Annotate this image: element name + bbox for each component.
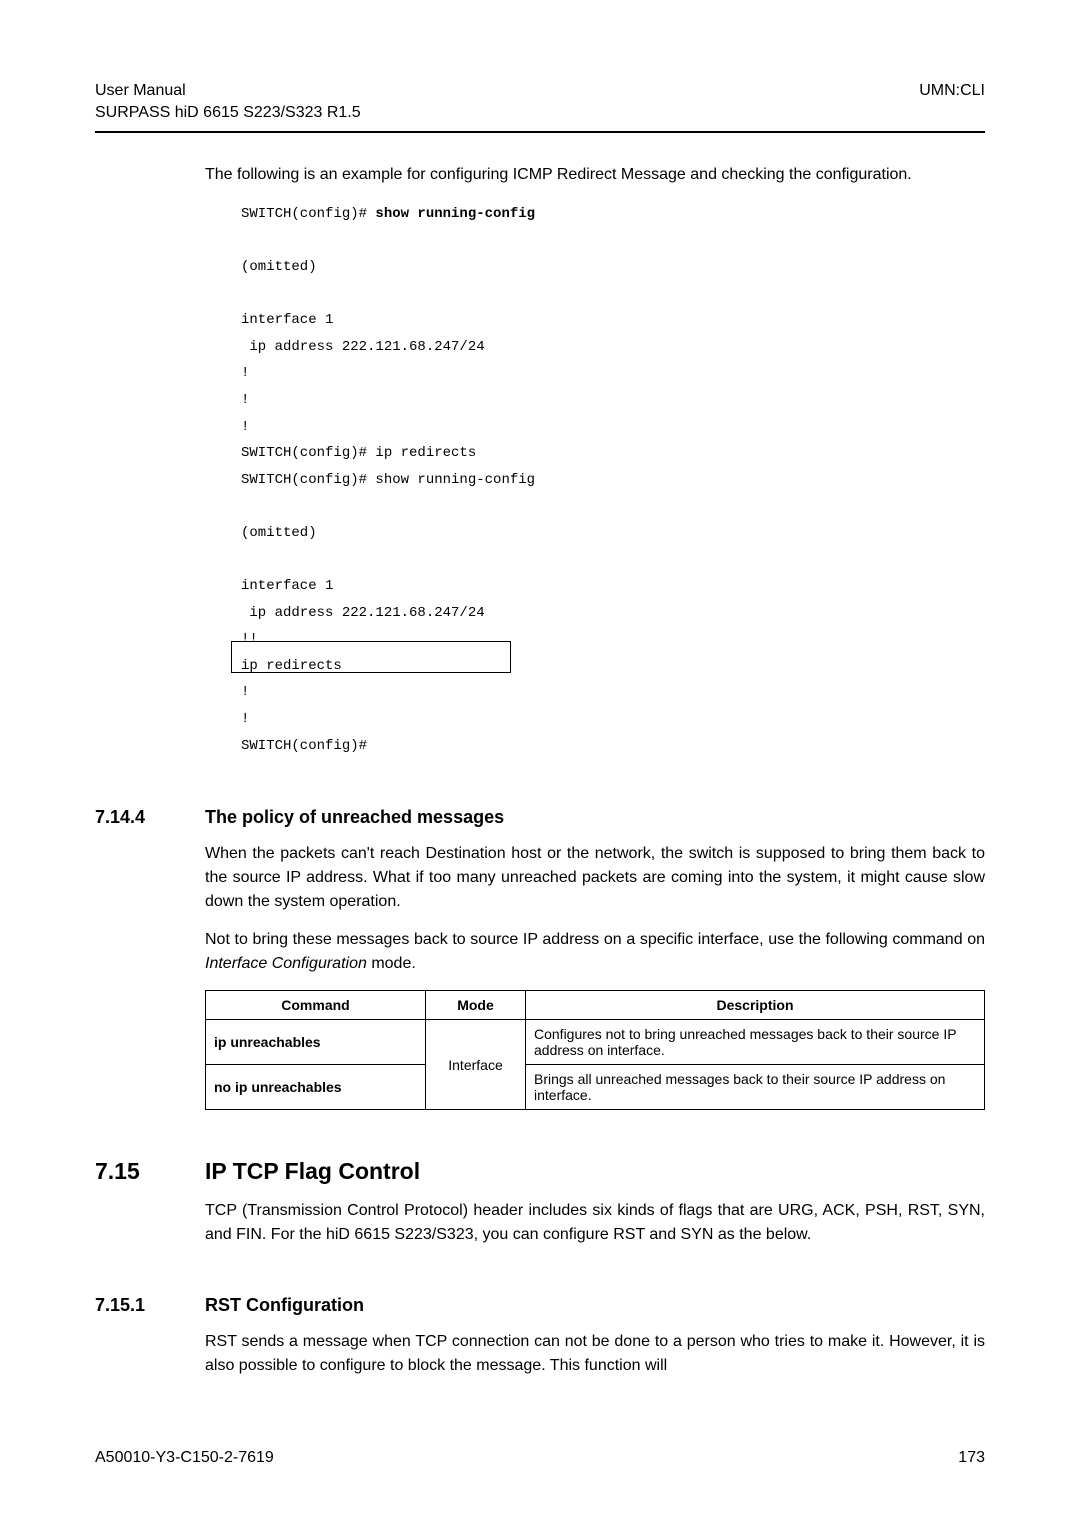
header-title-line1: User Manual xyxy=(95,80,361,102)
page-container: User Manual SURPASS hiD 6615 S223/S323 R… xyxy=(0,0,1080,1452)
td-mode: Interface xyxy=(426,1020,526,1110)
header-title-line2: SURPASS hiD 6615 S223/S323 R1.5 xyxy=(95,102,361,124)
code-line-10: SWITCH(config)# ip redirects xyxy=(241,445,476,461)
footer-left: A50010-Y3-C150-2-7619 xyxy=(95,1449,274,1467)
code-line-9: ! xyxy=(241,419,249,435)
footer-right: 173 xyxy=(958,1449,985,1467)
code-line-6: ip address 222.121.68.247/24 xyxy=(241,339,485,355)
section-7-15-body: TCP (Transmission Control Protocol) head… xyxy=(205,1199,985,1247)
code-line-18: ip redirects xyxy=(241,658,342,674)
code-line-13: (omitted) xyxy=(241,525,317,541)
section-title: RST Configuration xyxy=(205,1295,364,1316)
p2-part-a: Not to bring these messages back to sour… xyxy=(205,931,985,948)
cmd-bold-1: no ip unreachables xyxy=(214,1079,342,1095)
code-line-8: ! xyxy=(241,392,249,408)
code-line-15: interface 1 xyxy=(241,578,333,594)
code-line-11: SWITCH(config)# show running-config xyxy=(241,472,535,488)
section-number: 7.15 xyxy=(95,1158,205,1185)
th-command: Command xyxy=(206,991,426,1020)
td-command-0: ip unreachables xyxy=(206,1020,426,1065)
command-table: Command Mode Description ip unreachables… xyxy=(205,990,985,1110)
section-7-14-4-p1: When the packets can't reach Destination… xyxy=(205,842,985,914)
section-7-14-4-body: When the packets can't reach Destination… xyxy=(205,842,985,1110)
p2-part-b: Interface Configuration xyxy=(205,955,367,972)
section-title: IP TCP Flag Control xyxy=(205,1158,420,1185)
section-7-15-1-heading: 7.15.1 RST Configuration xyxy=(95,1295,985,1316)
code-line-19: ! xyxy=(241,684,249,700)
table-row: no ip unreachables Brings all unreached … xyxy=(206,1065,985,1110)
header-right: UMN:CLI xyxy=(919,80,985,125)
section-number: 7.15.1 xyxy=(95,1295,205,1316)
code-line-5: interface 1 xyxy=(241,312,333,328)
section-title: The policy of unreached messages xyxy=(205,807,504,828)
section-7-15-1-body: RST sends a message when TCP connection … xyxy=(205,1330,985,1378)
th-description: Description xyxy=(526,991,985,1020)
header-rule xyxy=(95,131,985,133)
table-row: ip unreachables Interface Configures not… xyxy=(206,1020,985,1065)
page-header: User Manual SURPASS hiD 6615 S223/S323 R… xyxy=(95,80,985,125)
code-line-21: SWITCH(config)# xyxy=(241,738,367,754)
td-desc-0: Configures not to bring unreached messag… xyxy=(526,1020,985,1065)
section-7-15-1-p1: RST sends a message when TCP connection … xyxy=(205,1330,985,1378)
section-number: 7.14.4 xyxy=(95,807,205,828)
code-line-1a: SWITCH(config)# xyxy=(241,206,375,222)
code-line-17: !! xyxy=(241,631,258,647)
code-line-1b: show running-config xyxy=(375,206,535,222)
section-7-14-4-heading: 7.14.4 The policy of unreached messages xyxy=(95,807,985,828)
td-desc-1: Brings all unreached messages back to th… xyxy=(526,1065,985,1110)
section-7-15-p1: TCP (Transmission Control Protocol) head… xyxy=(205,1199,985,1247)
table-header-row: Command Mode Description xyxy=(206,991,985,1020)
code-line-20: ! xyxy=(241,711,249,727)
code-line-3: (omitted) xyxy=(241,259,317,275)
code-example: SWITCH(config)# show running-config (omi… xyxy=(241,201,985,759)
section-7-15-heading: 7.15 IP TCP Flag Control xyxy=(95,1158,985,1185)
p2-part-c: mode. xyxy=(367,955,416,972)
intro-paragraph: The following is an example for configur… xyxy=(205,163,985,187)
header-left: User Manual SURPASS hiD 6615 S223/S323 R… xyxy=(95,80,361,125)
cmd-bold-0: ip unreachables xyxy=(214,1034,321,1050)
th-mode: Mode xyxy=(426,991,526,1020)
section-7-14-4-p2: Not to bring these messages back to sour… xyxy=(205,928,985,976)
page-footer: A50010-Y3-C150-2-7619 173 xyxy=(95,1449,985,1467)
code-line-7: ! xyxy=(241,365,249,381)
td-command-1: no ip unreachables xyxy=(206,1065,426,1110)
content-block: The following is an example for configur… xyxy=(205,163,985,759)
code-line-16: ip address 222.121.68.247/24 xyxy=(241,605,485,621)
